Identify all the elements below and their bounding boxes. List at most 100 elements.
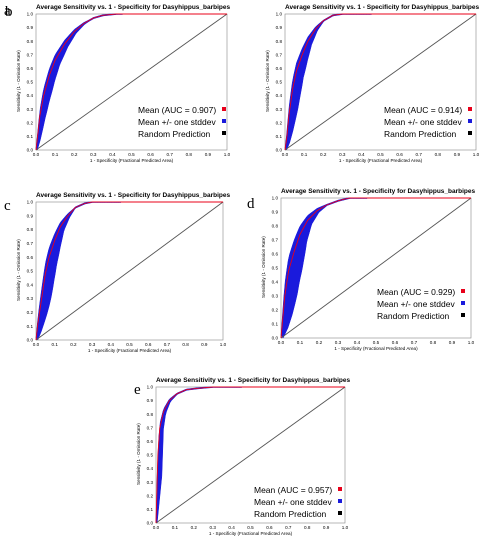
legend-stddev: Mean +/- one stddev (138, 116, 227, 128)
x-tick-label: 0.2 (70, 342, 77, 347)
y-tick-label: 0.3 (272, 294, 279, 299)
legend-random-label: Random Prediction (138, 129, 211, 139)
chart-title: Average Sensitivity vs. 1 - Specificity … (156, 377, 351, 384)
y-tick-label: 0.7 (27, 241, 34, 246)
x-tick-label: 0.5 (373, 340, 380, 345)
x-tick-label: 0.8 (182, 342, 189, 347)
y-tick-label: 0.0 (272, 336, 279, 341)
random-prediction-line (280, 197, 472, 339)
x-tick-label: 0.7 (167, 152, 174, 157)
x-tick-label: 0.2 (191, 525, 198, 530)
panel-label-b: b (5, 4, 13, 20)
x-tick-label: 0.9 (201, 342, 208, 347)
x-tick-label: 0.3 (90, 152, 97, 157)
x-tick-label: 0.4 (354, 340, 361, 345)
legend-mean-swatch (338, 487, 343, 491)
x-tick-label: 0.6 (392, 340, 399, 345)
y-tick-label: 1.0 (27, 200, 34, 205)
x-tick-label: 0.9 (205, 152, 212, 157)
x-axis-label: 1 - Specificity (Fractional Predicted Ar… (334, 346, 418, 351)
y-tick-label: 0.0 (276, 148, 283, 153)
y-tick-label: 0.6 (27, 255, 34, 260)
x-tick-label: 0.8 (304, 525, 311, 530)
y-tick-label: 0.2 (147, 493, 154, 498)
chart-title: Average Sensitivity vs. 1 - Specificity … (36, 4, 231, 11)
y-tick-label: 0.8 (27, 39, 34, 44)
y-tick-label: 0.3 (276, 107, 283, 112)
y-tick-label: 0.9 (27, 213, 34, 218)
y-tick-label: 0.7 (27, 52, 34, 57)
x-tick-label: 1.0 (473, 152, 480, 157)
legend-stddev-swatch (338, 499, 343, 503)
x-axis-label: 1 - Specificity (Fractional Predicted Ar… (87, 348, 172, 353)
legend: Mean (AUC = 0.957) Mean +/- one stddev Ran… (254, 484, 343, 520)
y-tick-label: 0.7 (276, 52, 283, 57)
panel-label-a: a (4, 3, 11, 19)
y-tick-label: 0.4 (276, 93, 283, 98)
stddev-band (35, 13, 124, 151)
legend-random: Random Prediction (384, 128, 473, 140)
y-tick-label: 0.0 (27, 338, 34, 343)
y-axis-label: Sensitivity (1 - Omission Rate) (16, 239, 21, 301)
x-axis-label: 1 - Specificity (Fractional Predicted Ar… (89, 158, 174, 163)
x-tick-label: 0.4 (228, 525, 235, 530)
legend-mean-swatch (468, 107, 473, 111)
chart-title: Average Sensitivity vs. 1 - Specificity … (285, 4, 480, 11)
roc-plot-svg: 0.0 0.1 0.2 0.3 0.4 0.5 0.6 0.7 0.8 0.9 1.0 0.0 0.1 0… (147, 385, 349, 530)
legend-random-swatch (468, 131, 473, 135)
mean-roc-line (284, 13, 476, 151)
y-tick-label: 0.9 (276, 25, 283, 30)
legend-stddev-label: Mean +/- one stddev (138, 117, 216, 127)
panel-label-d: d (247, 196, 255, 212)
mean-roc-line (155, 386, 345, 524)
legend-random-label: Random Prediction (254, 509, 327, 519)
legend-stddev-swatch (461, 301, 466, 305)
y-tick-label: 0.2 (27, 310, 34, 315)
y-tick-label: 0.5 (276, 80, 283, 85)
y-tick-label: 0.4 (147, 466, 154, 471)
roc-panel-e: e Average Sensitivity vs. 1 - Specificity… (130, 367, 373, 550)
x-tick-label: 0.0 (278, 340, 285, 345)
legend-stddev-swatch (222, 119, 227, 123)
x-tick-label: 0.2 (316, 340, 323, 345)
legend-random-label: Random Prediction (384, 129, 457, 139)
x-tick-label: 0.9 (323, 525, 330, 530)
legend-mean: Mean (AUC = 0.929) (377, 286, 466, 298)
y-tick-label: 0.1 (27, 134, 34, 139)
y-tick-label: 0.5 (272, 266, 279, 271)
legend-stddev-label: Mean +/- one stddev (377, 299, 455, 309)
legend: Mean (AUC = 0.929) Mean +/- one stddev Ran… (377, 286, 466, 322)
x-tick-label: 0.1 (52, 152, 59, 157)
legend-mean: Mean (AUC = 0.914) (384, 104, 473, 116)
y-tick-label: 0.9 (27, 25, 34, 30)
legend-random: Random Prediction (377, 310, 466, 322)
y-axis-label: Sensitivity (1 - Omission Rate) (261, 236, 266, 298)
x-tick-label: 0.9 (454, 152, 461, 157)
y-tick-label: 0.1 (276, 134, 283, 139)
y-tick-label: 1.0 (272, 196, 279, 201)
x-tick-label: 0.7 (285, 525, 292, 530)
x-tick-label: 0.1 (52, 342, 59, 347)
y-tick-label: 0.6 (272, 252, 279, 257)
roc-plot-svg: 0.0 0.1 0.2 0.3 0.4 0.5 0.6 0.7 0.8 0.9 1.0 0.0 0.1 0… (27, 200, 227, 347)
x-tick-label: 0.5 (377, 152, 384, 157)
roc-panel-a: a Average Sensitivity vs. 1 - Specificity… (0, 0, 243, 172)
x-tick-label: 0.7 (416, 152, 423, 157)
x-tick-label: 0.6 (147, 152, 154, 157)
x-tick-label: 0.1 (172, 525, 179, 530)
legend-random: Random Prediction (254, 508, 343, 520)
panel-label-c: c (4, 198, 11, 214)
x-tick-label: 0.7 (164, 342, 171, 347)
x-tick-label: 1.0 (224, 152, 231, 157)
legend-mean-swatch (461, 289, 466, 293)
y-tick-label: 0.4 (272, 280, 279, 285)
legend-mean-label: Mean (AUC = 0.907) (138, 105, 217, 115)
roc-panel-c: c Average Sensitivity vs. 1 - Specificity… (0, 182, 464, 357)
stddev-band (280, 197, 368, 339)
legend-random: Random Prediction (138, 128, 227, 140)
y-tick-label: 0.7 (147, 425, 154, 430)
x-tick-label: 0.2 (320, 152, 327, 157)
y-tick-label: 0.1 (272, 322, 279, 327)
y-tick-label: 0.0 (27, 148, 34, 153)
legend-random-label: Random Prediction (377, 311, 450, 321)
